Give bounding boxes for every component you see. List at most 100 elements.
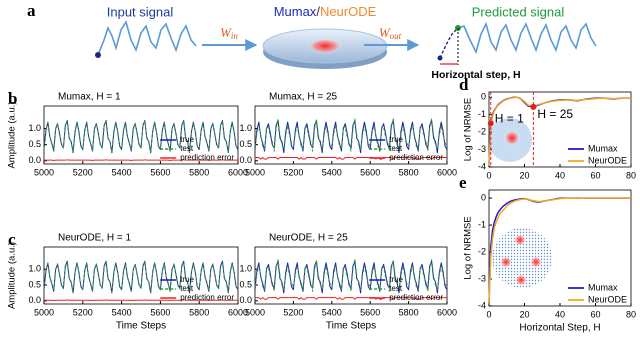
y-tick-label: -1 [478, 109, 486, 119]
x-axis-label: Time Steps [116, 321, 166, 332]
chart: 0.0 0.5 1.0 5000 5200 5400 5600 5800 6000 NeurODE… [7, 230, 249, 332]
y-tick-label: 0.0 [239, 295, 252, 305]
w-in: Win [220, 25, 238, 41]
x-tick-label: 5800 [189, 167, 209, 177]
x-tick-label: 6000 [437, 307, 457, 317]
x-tick-label: 5200 [283, 167, 303, 177]
plot-frame [254, 246, 448, 305]
x-tick-label: 5200 [283, 307, 303, 317]
legend-label: true [389, 135, 403, 144]
x-tick-label: 5800 [189, 307, 209, 317]
y-tick-label: 1.0 [239, 264, 252, 274]
x-tick-label: 5200 [73, 307, 93, 317]
input-label: Input signal [107, 4, 174, 19]
model-title: Mumax/NeurODE [274, 4, 377, 19]
input-wave [97, 20, 197, 56]
x-tick-label: 20 [519, 309, 529, 319]
w-subscript: out [390, 31, 402, 41]
y-tick-label: 0.0 [28, 155, 41, 165]
chart: 0.0 0.5 1.0 5000 5200 5400 5600 5800 6000 Mumax, … [239, 92, 457, 178]
x-tick-label: 5800 [399, 167, 419, 177]
legend-label: prediction error [389, 293, 443, 302]
x-tick-label: 20 [519, 170, 529, 180]
legend-label: test [180, 284, 194, 293]
legend-label: NeurODE [588, 294, 627, 304]
x-tick-label: 5400 [322, 167, 342, 177]
plot-frame [254, 105, 448, 165]
series-line [43, 120, 239, 153]
legend-label: prediction error [180, 293, 234, 302]
w-out: Wout [379, 25, 402, 41]
inset-spot [514, 234, 526, 246]
series-line [255, 157, 447, 160]
legend-label: prediction error [180, 153, 234, 162]
x-tick-label: 5600 [360, 167, 380, 177]
output-wave [457, 21, 597, 55]
model-name: Mumax [274, 4, 317, 19]
inset-spot [500, 256, 512, 268]
legend-label: Mumax [588, 282, 618, 292]
x-tick-label: 40 [555, 170, 565, 180]
output-label: Predicted signal [472, 4, 565, 19]
y-axis-label: Amplitude (a.u.) [7, 101, 18, 168]
legend-label: prediction error [389, 153, 443, 162]
chart-title: NeurODE, H = 1 [58, 233, 132, 244]
inset-array [492, 228, 552, 288]
series-line [44, 299, 238, 302]
panel-label: a [27, 1, 36, 20]
x-tick-label: 6000 [228, 307, 248, 317]
legend-label: test [389, 284, 403, 293]
input-start [95, 52, 101, 58]
y-tick-label: -3 [478, 273, 486, 283]
x-tick-label: 80 [626, 170, 636, 180]
x-tick-label: 80 [626, 309, 636, 319]
step-label: Horizontal step, H [431, 69, 520, 81]
legend-label: true [180, 275, 194, 284]
plot-frame [43, 246, 239, 305]
model-name: NeurODE [320, 4, 377, 19]
x-tick-label: 5400 [112, 167, 132, 177]
series-line [254, 118, 448, 152]
panel-label: e [459, 173, 467, 192]
inset-e [492, 228, 552, 288]
x-tick-label: 5400 [112, 307, 132, 317]
series-line [488, 197, 631, 304]
y-tick-label: 0.5 [28, 279, 41, 289]
y-tick-label: -4 [478, 300, 486, 310]
panel-label: b [8, 89, 17, 108]
w-symbol: W [379, 25, 391, 40]
x-tick-label: 0 [486, 309, 491, 319]
x-axis-label: Horizontal Step, H [519, 323, 600, 334]
y-tick-label: -2 [478, 246, 486, 256]
legend-label: NeurODE [588, 155, 627, 165]
y-tick-label: 0.0 [239, 155, 252, 165]
x-tick-label: 5000 [245, 307, 265, 317]
inset-spot [530, 256, 542, 268]
w-symbol: W [220, 25, 232, 40]
y-tick-label: 1.0 [28, 264, 41, 274]
x-tick-label: 5600 [360, 307, 380, 317]
marker-label: H = 25 [537, 107, 573, 121]
y-tick-label: 0.5 [239, 279, 252, 289]
y-tick-label: 0 [481, 92, 486, 102]
x-axis-label: Time Steps [326, 321, 376, 332]
panel-a: a Input signal Win Mumax/NeurODE Wout Pr… [27, 1, 597, 81]
panel-label: c [8, 230, 16, 249]
chart: 0.0 0.5 1.0 5000 5200 5400 5600 5800 6000 Mumax, … [7, 89, 249, 177]
y-axis-label: Amplitude (a.u.) [7, 242, 18, 309]
y-axis-label: Log of NRMSE [463, 216, 474, 279]
inset-d [488, 118, 532, 162]
x-tick-label: 60 [590, 170, 600, 180]
x-tick-label: 5200 [73, 167, 93, 177]
chart: 0.0 0.5 1.0 5000 5200 5400 5600 5800 6000 NeurODE… [239, 233, 457, 332]
x-tick-label: 5600 [150, 167, 170, 177]
marker-label: H = 1 [495, 112, 524, 126]
x-tick-label: 0 [486, 170, 491, 180]
y-axis-label: Log of NRMSE [463, 98, 474, 161]
inset-spot [515, 274, 527, 286]
y-tick-label: 1.0 [28, 123, 41, 133]
x-tick-label: 5400 [322, 307, 342, 317]
